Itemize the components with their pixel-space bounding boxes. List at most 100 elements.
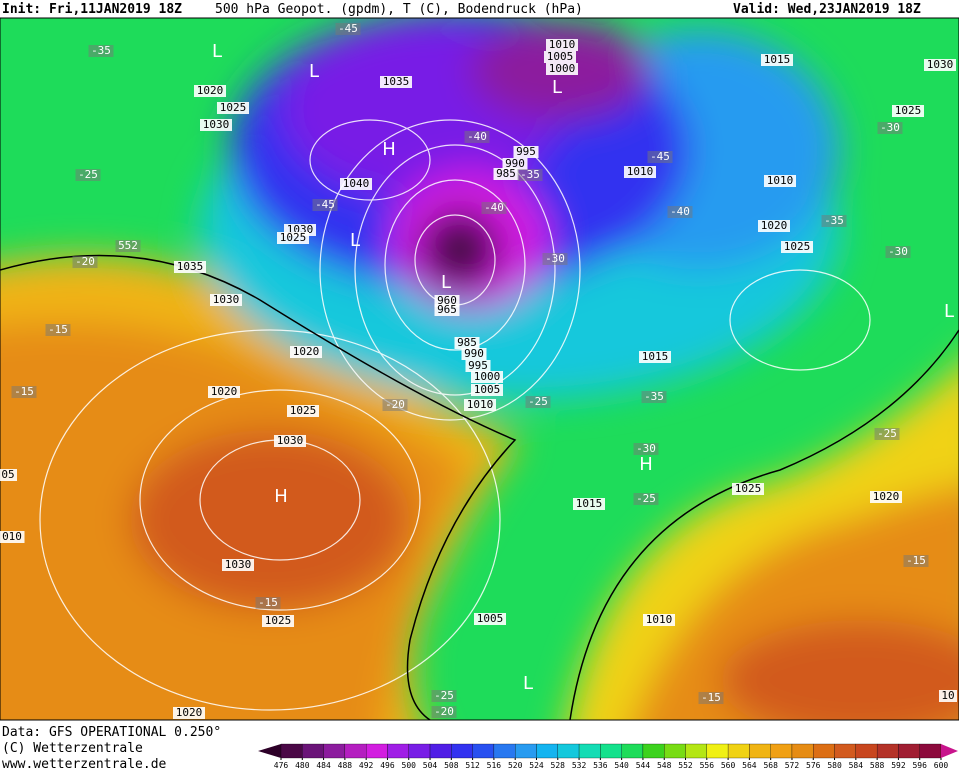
- temperature-label-box: [633, 493, 659, 505]
- isobar-label: 1030: [225, 558, 252, 571]
- temperature-label: -35: [644, 390, 664, 403]
- isobar-label: 1025: [220, 101, 247, 114]
- isobar-label-box: [380, 76, 412, 88]
- isobar-label: 990: [505, 157, 525, 170]
- copyright: (C) Wetterzentrale: [2, 741, 143, 756]
- colorbar-low-arrow: [258, 744, 281, 758]
- colorbar-tick-label: 504: [423, 761, 438, 770]
- colorbar-swatch: [664, 743, 686, 759]
- isobar-label-box: [0, 531, 25, 543]
- colorbar-tick-label: 548: [657, 761, 672, 770]
- isobar-label-box: [544, 51, 576, 63]
- temperature-label: -45: [338, 22, 358, 35]
- colorbar-tick-label: 600: [934, 761, 949, 770]
- isobar-label: 995: [516, 145, 536, 158]
- valid-time: Valid: Wed,23JAN2019 18Z: [733, 2, 921, 17]
- isobar-label: 995: [468, 359, 488, 372]
- isobar-label: 1005: [547, 50, 574, 63]
- temperature-label: -25: [78, 168, 98, 181]
- isobar-label: 1025: [735, 482, 762, 495]
- colorbar-swatch: [706, 743, 729, 759]
- map-labels: 1020 1025 1030 1035 1040 1030 1025 1035 1030 1020…: [0, 22, 957, 719]
- isobar-label-box: [194, 85, 226, 97]
- colorbar-tick-label: 520: [508, 761, 523, 770]
- temperature-label: -35: [824, 214, 844, 227]
- isobar-label-box: [892, 105, 924, 117]
- temperature-label: -15: [701, 691, 721, 704]
- isobar-label-box: [173, 707, 205, 719]
- temperature-label: -20: [75, 255, 95, 268]
- isobar-label: 1000: [549, 62, 576, 75]
- temperature-label-box: [641, 391, 667, 403]
- isobar-label-box: [764, 175, 796, 187]
- isobar-label-box: [502, 158, 528, 170]
- isobar-label-box: [461, 348, 487, 360]
- pressure-center: L: [523, 673, 533, 694]
- isobar-label: 1020: [197, 84, 224, 97]
- isobar-label-box: [781, 241, 813, 253]
- temperature-label: 552: [118, 239, 138, 252]
- colorbar-swatch: [600, 743, 622, 759]
- isobar-label-box: [262, 615, 294, 627]
- isobar-label-box: [200, 119, 232, 131]
- isobar-label-box: [870, 491, 902, 503]
- isobar-label: 1025: [280, 231, 307, 244]
- init-time: Init: Fri,11JAN2019 18Z: [2, 2, 182, 17]
- temperature-label-box: [481, 202, 507, 214]
- colorbar-swatch: [515, 743, 537, 759]
- isobar-label: 1015: [764, 53, 791, 66]
- isobar-label: 1010: [467, 398, 494, 411]
- temperature-label: -40: [467, 130, 487, 143]
- map-field: [0, 18, 959, 720]
- temperature-label: -25: [636, 492, 656, 505]
- temperature-label-box: [115, 240, 141, 252]
- isobar-label: 05: [1, 468, 14, 481]
- temperature-label-box: [633, 443, 659, 455]
- temperature-label: -45: [650, 150, 670, 163]
- isobar-label-box: [474, 613, 506, 625]
- isobar-label: 010: [2, 530, 22, 543]
- colorbar-swatch: [429, 743, 452, 759]
- temperature-label-box: [874, 428, 900, 440]
- isobar-label-box: [454, 337, 480, 349]
- temperature-label: -25: [434, 689, 454, 702]
- temperature-label-box: [903, 555, 929, 567]
- isobar-label: 1005: [474, 383, 501, 396]
- colorbar-swatch: [791, 743, 814, 759]
- colorbar-swatch: [472, 743, 495, 759]
- temperature-label: -30: [636, 442, 656, 455]
- colorbar-tick-label: 516: [487, 761, 502, 770]
- colorbar-swatch: [302, 743, 324, 759]
- isobar-label: 10: [941, 689, 954, 702]
- isobar-label: 1005: [477, 612, 504, 625]
- colorbar-swatch: [898, 743, 920, 759]
- isobar-label: 1020: [761, 219, 788, 232]
- isobar-label-box: [624, 166, 656, 178]
- colorbar-tick-label: 524: [529, 761, 544, 770]
- isobar-label-box: [493, 168, 519, 180]
- colorbar-swatch: [536, 743, 558, 759]
- isobar-label-box: [277, 232, 309, 244]
- colorbar-swatch: [813, 743, 835, 759]
- isobar-label: 965: [437, 303, 457, 316]
- pressure-center: L: [441, 272, 451, 293]
- isobar-label-box: [471, 371, 503, 383]
- temperature-label: -35: [91, 44, 111, 57]
- colorbar-swatch: [621, 743, 644, 759]
- temperature-label: -30: [888, 245, 908, 258]
- colorbar-tick-label: 540: [614, 761, 629, 770]
- colorbar-tick-label: 484: [316, 761, 331, 770]
- isobar-label-box: [210, 294, 242, 306]
- colorbar-swatch: [770, 743, 793, 759]
- colorbar-swatch: [642, 743, 665, 759]
- colorbar-high-arrow: [941, 744, 958, 758]
- temperature-label: -20: [385, 398, 405, 411]
- colorbar-tick-label: 532: [572, 761, 587, 770]
- colorbar-swatch: [280, 743, 303, 759]
- colorbar-swatch: [855, 743, 878, 759]
- isobar-label-box: [208, 386, 240, 398]
- pressure-center: H: [274, 486, 288, 507]
- colorbar-tick-label: 508: [444, 761, 459, 770]
- temperature-label-box: [698, 692, 724, 704]
- isobar-label-box: [546, 63, 578, 75]
